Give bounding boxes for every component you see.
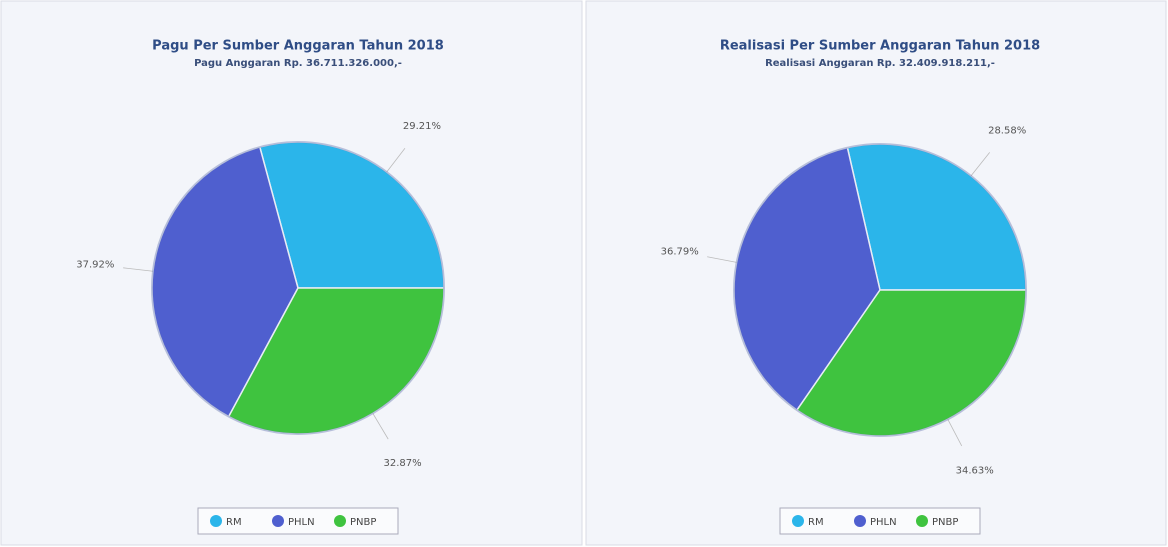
data-label: 32.87% — [383, 458, 421, 469]
chart-title: Realisasi Per Sumber Anggaran Tahun 2018 — [720, 39, 1040, 54]
chart-title: Pagu Per Sumber Anggaran Tahun 2018 — [152, 39, 444, 54]
pie-slice — [258, 141, 445, 289]
legend-swatch — [272, 515, 284, 527]
leader-line — [707, 256, 737, 263]
legend-swatch — [334, 515, 346, 527]
legend-box — [197, 507, 399, 535]
chart-subtitle: Pagu Anggaran Rp. 36.711.326.000,- — [194, 58, 402, 69]
legend-label: RM — [808, 517, 824, 528]
leader-line — [123, 267, 154, 272]
legend-label: PHLN — [288, 517, 315, 528]
legend-swatch — [916, 515, 928, 527]
pie-slice — [151, 146, 299, 418]
leader-line — [386, 147, 406, 173]
legend-swatch — [210, 515, 222, 527]
pie-shadow — [733, 143, 1027, 437]
chart-subtitle: Realisasi Anggaran Rp. 32.409.918.211,- — [765, 58, 995, 69]
legend-box — [779, 507, 981, 535]
data-label: 34.63% — [956, 466, 994, 477]
legend-label: RM — [226, 517, 242, 528]
data-label: 37.92% — [76, 260, 114, 271]
legend-label: PHLN — [870, 517, 897, 528]
data-label: 28.58% — [988, 125, 1026, 136]
legend-label: PNBP — [350, 517, 376, 528]
pie-slice — [846, 143, 1027, 291]
leader-line — [372, 413, 389, 440]
leader-line — [947, 419, 963, 447]
legend-swatch — [854, 515, 866, 527]
leader-line — [970, 152, 991, 177]
pie-slice — [795, 289, 1027, 437]
data-label: 29.21% — [403, 121, 441, 132]
legend-swatch — [792, 515, 804, 527]
legend-label: PNBP — [932, 517, 958, 528]
data-label: 36.79% — [661, 246, 699, 257]
pie-slice — [733, 146, 881, 412]
pie-shadow — [151, 141, 445, 435]
